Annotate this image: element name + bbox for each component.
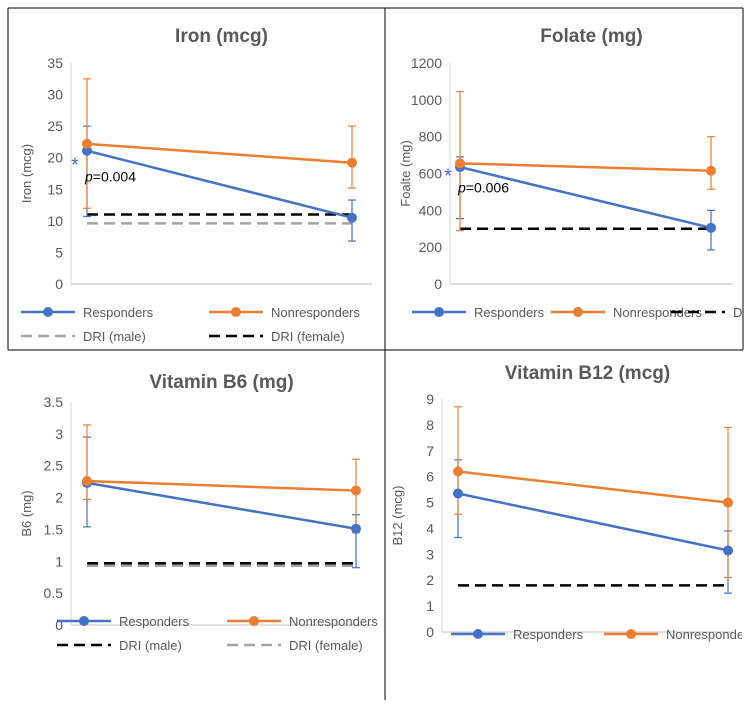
chart-title: Iron (mcg): [175, 26, 268, 47]
chart-title: Folate (mg): [540, 26, 642, 47]
y-tick-label: 25: [47, 118, 63, 134]
data-point: [82, 138, 92, 149]
y-tick-label: 0: [434, 276, 442, 292]
y-tick-label: 2: [426, 572, 434, 588]
y-tick-label: 1200: [411, 55, 442, 71]
y-axis-label: B12 (mcg): [390, 486, 405, 546]
series-line: [459, 162, 712, 172]
y-tick-label: 1.5: [44, 521, 64, 537]
legend-label: Nonresponders: [271, 305, 360, 320]
y-tick-label: 800: [419, 129, 443, 145]
y-axis-label: Foalte (mg): [398, 140, 413, 206]
y-tick-label: 7: [426, 443, 434, 459]
y-tick-label: 6: [426, 469, 434, 485]
p-value-label: p=0.006: [457, 180, 509, 196]
data-point: [723, 545, 733, 556]
legend-label: Responders: [513, 627, 584, 642]
y-tick-label: 35: [47, 55, 63, 71]
y-tick-label: 9: [426, 391, 434, 407]
chart-vitamin-b6: Vitamin B6 (mg) 0 0.5 1 1.5 2 2.5 3 3.5 B6 (mg) Re…: [19, 372, 378, 653]
y-axis-label: Iron (mcg): [19, 144, 34, 203]
legend-marker: [43, 307, 53, 317]
legend-marker: [79, 616, 89, 626]
series-line: [86, 149, 353, 219]
y-tick-label: 5: [55, 244, 63, 260]
legend-marker: [231, 307, 241, 317]
legend-label: DRI (male): [83, 329, 146, 344]
y-tick-label: 3: [55, 426, 63, 442]
legend-label: DRI (female): [289, 638, 363, 653]
y-tick-label: 1000: [411, 92, 442, 108]
legend-marker: [473, 629, 483, 639]
series-line: [459, 165, 712, 230]
legend-label: Nonresponders: [613, 305, 702, 320]
legend-label: DRI (female): [271, 329, 345, 344]
data-point: [723, 497, 733, 508]
y-tick-label: 0: [55, 617, 63, 633]
series-line: [86, 142, 353, 165]
chart-title: Vitamin B12 (mcg): [505, 363, 670, 384]
legend-marker: [434, 307, 444, 317]
y-tick-label: 3: [426, 546, 434, 562]
y-tick-label: 5: [426, 495, 434, 511]
y-tick-label: 1: [426, 598, 434, 614]
data-point: [347, 212, 357, 223]
data-point: [351, 523, 361, 534]
y-tick-label: 200: [419, 239, 443, 255]
y-tick-label: 10: [47, 213, 63, 229]
legend-marker: [249, 616, 259, 626]
y-tick-label: 1: [55, 553, 63, 569]
y-tick-label: 2.5: [44, 458, 64, 474]
chart-folate: Folate (mg) 0 200 400 600 800 1000 1200 Foalte (…: [398, 26, 742, 320]
legend-label: Responders: [474, 305, 545, 320]
significance-star: *: [71, 155, 79, 177]
y-tick-label: 20: [47, 150, 63, 166]
y-tick-label: 600: [419, 166, 443, 182]
data-point: [347, 157, 357, 168]
y-tick-label: 30: [47, 87, 63, 103]
series-line: [86, 479, 357, 492]
y-tick-label: 400: [419, 202, 443, 218]
legend-marker: [626, 629, 636, 639]
series-line: [457, 492, 729, 552]
y-tick-label: 0: [426, 624, 434, 640]
legend-label: Nonresponders: [666, 627, 742, 642]
chart-vitamin-b12: Vitamin B12 (mcg) 0 1 2 3 4 5 6 7 8 9 B12 (mcg) Resp…: [390, 363, 742, 642]
significance-star: *: [444, 166, 452, 188]
legend-marker: [573, 307, 583, 317]
data-point: [455, 158, 465, 169]
y-tick-label: 4: [426, 520, 434, 536]
legend-label: Responders: [83, 305, 154, 320]
data-point: [351, 485, 361, 496]
data-point: [706, 165, 716, 176]
chart-title: Vitamin B6 (mg): [149, 372, 293, 393]
series-line: [86, 481, 357, 531]
y-tick-label: 2: [55, 490, 63, 506]
y-tick-label: 3.5: [44, 394, 64, 410]
legend-label: DRI: [733, 305, 742, 320]
y-axis-label: B6 (mg): [19, 490, 34, 536]
data-point: [453, 488, 463, 499]
data-point: [82, 476, 92, 487]
chart-iron: Iron (mcg) 0 5 10 15 20 25 30 35 Iron (mcg) * p=0.0…: [19, 26, 372, 344]
y-tick-label: 8: [426, 417, 434, 433]
y-tick-label: 0: [55, 276, 63, 292]
legend-label: Nonresponders: [289, 614, 378, 629]
series-line: [457, 470, 729, 504]
y-tick-label: 15: [47, 181, 63, 197]
data-point: [453, 466, 463, 477]
legend-label: DRI (male): [119, 638, 182, 653]
y-tick-label: 0.5: [44, 585, 64, 601]
legend-label: Responders: [119, 614, 190, 629]
p-value-label: p=0.004: [84, 169, 136, 185]
data-point: [706, 222, 716, 233]
data-point: [82, 145, 92, 156]
